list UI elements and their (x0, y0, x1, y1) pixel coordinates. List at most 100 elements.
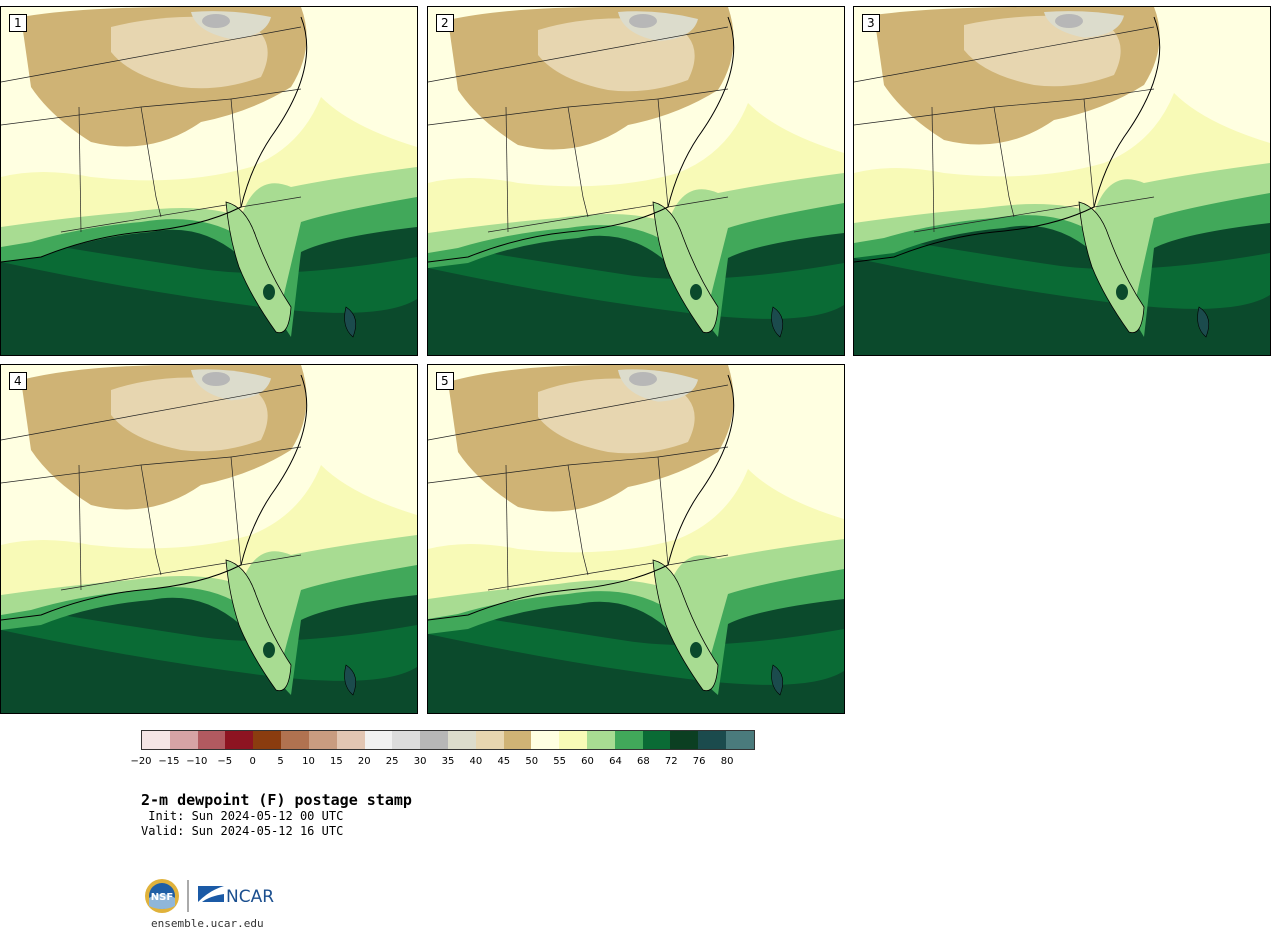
state-boundary (993, 106, 1015, 218)
colorbar-tick-label: 30 (413, 756, 427, 767)
state-boundary (428, 26, 729, 83)
colorbar-tick-label: 40 (469, 756, 483, 767)
state-boundary (240, 196, 302, 208)
state-boundary (78, 464, 82, 591)
colorbar-tick-label: 35 (441, 756, 455, 767)
lake-okeechobee (263, 284, 275, 300)
state-boundary (428, 384, 729, 441)
colorbar-tick-label: 50 (525, 756, 539, 767)
colorbar-tick-label: −20 (130, 756, 152, 767)
state-boundary (657, 456, 669, 566)
dewpoint-band-72 (1, 630, 417, 713)
init-time: Init: Sun 2024-05-12 00 UTC (141, 809, 344, 823)
member-panel-4: 4 (0, 364, 418, 714)
florida-peninsula (652, 201, 719, 334)
colorbar-ticks: −20 −15 −10 −5 0 5 10 15 20 25 30 35 40 45 50 55 60 64 68 7… (130, 756, 755, 770)
colorbar-swatch (364, 731, 393, 749)
bahamas-island (1197, 306, 1210, 338)
state-boundary (854, 26, 1155, 83)
coastline (428, 16, 735, 263)
colorbar-swatch (447, 731, 476, 749)
dewpoint-map (1, 365, 417, 713)
dewpoint-map (854, 7, 1270, 355)
state-boundary (230, 98, 242, 208)
colorbar-swatch (698, 731, 727, 749)
colorbar-tick-label: 10 (302, 756, 315, 767)
member-panel-2: 2 (427, 6, 845, 356)
valid-time: Valid: Sun 2024-05-12 16 UTC (141, 824, 344, 838)
state-boundary (487, 562, 654, 591)
state-boundary (487, 204, 654, 233)
state-boundary (60, 562, 227, 591)
dewpoint-map (428, 7, 844, 355)
state-boundary (140, 106, 162, 218)
colorbar-swatch (670, 731, 699, 749)
florida-peninsula (1078, 201, 1145, 334)
dewpoint-band-30 (202, 14, 230, 28)
lake-okeechobee (1116, 284, 1128, 300)
lake-okeechobee (690, 642, 702, 658)
colorbar-swatch (225, 731, 254, 749)
state-boundary (567, 464, 589, 576)
coastline (428, 374, 735, 621)
chart-title: 2-m dewpoint (F) postage stamp (141, 791, 412, 809)
dewpoint-band-30 (629, 372, 657, 386)
state-boundary (567, 106, 589, 218)
colorbar-swatch (142, 731, 170, 749)
dewpoint-band-30 (629, 14, 657, 28)
bahamas-island (344, 664, 357, 696)
colorbar-swatch (169, 731, 198, 749)
state-boundary (657, 88, 729, 100)
state-boundary (78, 106, 82, 233)
florida-peninsula (225, 559, 292, 692)
coastline (1, 16, 308, 263)
state-boundary (1, 384, 302, 441)
colorbar-swatch (197, 731, 226, 749)
member-label: 2 (436, 14, 454, 32)
bahamas-island (771, 664, 784, 696)
colorbar-tick-label: 15 (329, 756, 343, 767)
colorbar-swatch (726, 731, 754, 749)
colorbar-tick-label: −5 (217, 756, 233, 767)
colorbar-tick-label: 64 (609, 756, 622, 767)
state-boundary (230, 88, 302, 100)
colorbar-swatch (475, 731, 504, 749)
colorbar-tick-label: 25 (385, 756, 399, 767)
member-panel-3: 3 (853, 6, 1271, 356)
bahamas-island (344, 306, 357, 338)
dewpoint-band-30 (202, 372, 230, 386)
state-boundary (1, 26, 302, 83)
member-label: 5 (436, 372, 454, 390)
bahamas-island (771, 306, 784, 338)
state-boundary (1093, 196, 1155, 208)
dewpoint-band-30 (1055, 14, 1083, 28)
state-boundary (667, 196, 729, 208)
state-boundary (657, 446, 729, 458)
colorbar-swatch (587, 731, 615, 749)
ncar-logo-icon: NCAR (198, 886, 274, 907)
ncar-logo-text: NCAR (226, 887, 274, 907)
dewpoint-map (1, 7, 417, 355)
colorbar-tick-label: 20 (357, 756, 371, 767)
colorbar-swatch (308, 731, 337, 749)
colorbar-tick-label: 68 (636, 756, 650, 767)
colorbar-swatch (531, 731, 560, 749)
member-label: 3 (862, 14, 880, 32)
state-boundary (140, 464, 162, 576)
state-boundary (1083, 98, 1095, 208)
state-boundary (667, 554, 729, 566)
colorbar-swatch (503, 731, 532, 749)
state-boundary (240, 554, 302, 566)
state-boundary (913, 204, 1080, 233)
state-boundary (230, 456, 242, 566)
colorbar-swatch (253, 731, 282, 749)
footer-url: ensemble.ucar.edu (151, 917, 264, 930)
colorbar-swatch (281, 731, 309, 749)
dewpoint-band-72 (1, 262, 417, 355)
colorbar-swatch (336, 731, 365, 749)
member-label: 4 (9, 372, 27, 390)
dewpoint-band-72 (854, 258, 1270, 355)
state-boundary (505, 464, 509, 591)
colorbar-tick-label: 0 (249, 756, 256, 767)
member-panel-5: 5 (427, 364, 845, 714)
